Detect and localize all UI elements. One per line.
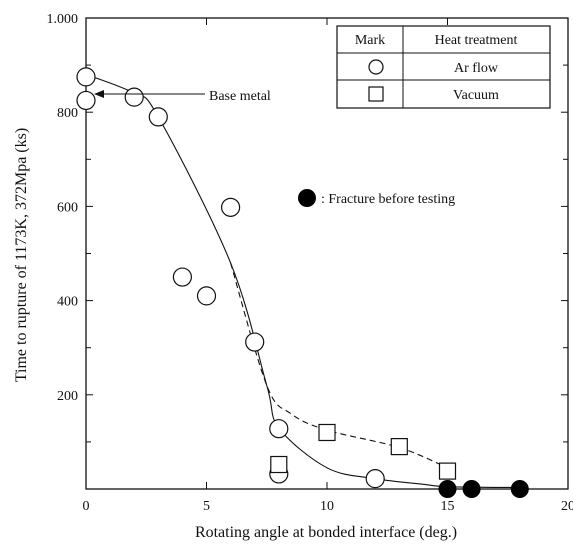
ar-flow-point [196, 286, 217, 306]
ar-flow-point [76, 90, 96, 111]
fracture-point [510, 480, 529, 498]
vacuum-point [318, 423, 336, 442]
ar-flow-point [172, 267, 192, 287]
x-tick-label: 0 [83, 499, 90, 514]
ar-flow-point [124, 87, 144, 107]
y-tick-label: 600 [57, 200, 78, 215]
legend-label-ar-flow: Ar flow [454, 61, 499, 76]
fracture-point [462, 480, 481, 498]
fracture-point [438, 480, 457, 498]
y-tick-label: 800 [57, 106, 78, 121]
vacuum-point [438, 462, 457, 480]
x-axis-ticks: 0 5 10 15 20 [83, 18, 573, 514]
fracture-label: : Fracture before testing [321, 192, 455, 207]
x-tick-label: 20 [561, 499, 573, 514]
data-points [76, 67, 529, 498]
fracture-marker-icon [298, 189, 316, 207]
base-metal-label: Base metal [209, 89, 271, 104]
y-axis-ticks: 200 400 600 800 1.000 [47, 12, 568, 443]
vacuum-trend-curve [230, 262, 448, 469]
x-tick-label: 10 [320, 499, 334, 514]
x-tick-label: 15 [441, 499, 455, 514]
ar-flow-point [76, 67, 96, 87]
vacuum-point [270, 455, 288, 474]
ar-flow-point [245, 332, 265, 352]
y-tick-label: 1.000 [47, 12, 79, 27]
ar-flow-point [269, 419, 289, 439]
legend: Mark Heat treatment Ar flow Vacuum [336, 25, 551, 109]
y-tick-label: 200 [57, 389, 78, 404]
legend-circle-open-icon [368, 59, 384, 75]
y-axis-label: Time to rupture of 1173K, 372Mpa (ks) [13, 128, 30, 382]
legend-square-open-icon [368, 86, 384, 102]
ar-flow-point [365, 469, 385, 489]
base-metal-arrow-head [94, 90, 104, 98]
vacuum-point [390, 438, 408, 456]
ar-flow-point [148, 107, 168, 127]
legend-header-treatment: Heat treatment [435, 33, 518, 48]
legend-header-mark: Mark [355, 33, 385, 48]
annotation-fracture: : Fracture before testing [298, 189, 455, 207]
legend-label-vacuum: Vacuum [453, 88, 499, 103]
x-tick-label: 5 [203, 499, 210, 514]
x-axis-label: Rotating angle at bonded interface (deg.… [195, 524, 457, 541]
annotation-base-metal: Base metal [94, 89, 271, 104]
y-tick-label: 400 [57, 295, 78, 310]
fit-curves [85, 74, 520, 489]
ar-flow-point [221, 197, 241, 217]
ar-flow-trend-curve [85, 74, 520, 489]
